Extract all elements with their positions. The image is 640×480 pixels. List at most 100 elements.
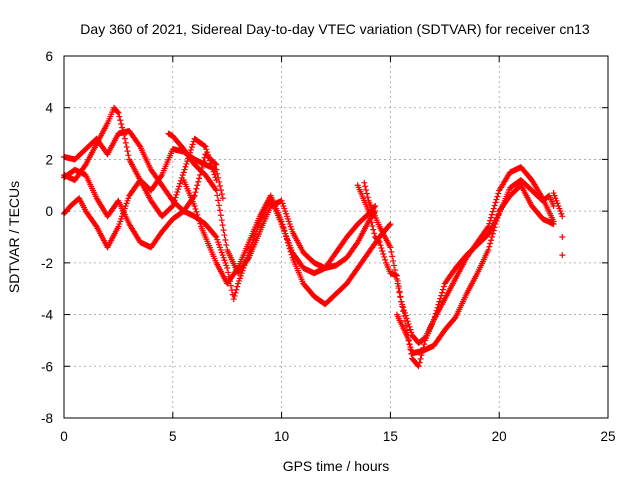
data-point — [179, 172, 186, 179]
data-point — [220, 227, 227, 234]
data-point — [192, 205, 199, 212]
data-point — [402, 312, 409, 319]
data-point — [180, 169, 187, 176]
data-point — [195, 214, 202, 221]
data-point — [233, 286, 240, 293]
x-tick-label: 15 — [383, 429, 398, 444]
data-point — [363, 186, 370, 193]
data-point — [172, 194, 179, 201]
data-point — [124, 148, 131, 155]
data-point — [216, 202, 223, 209]
data-point — [400, 304, 407, 311]
data-point — [121, 135, 128, 142]
data-point — [115, 109, 122, 116]
data-point — [495, 190, 502, 197]
data-point — [191, 202, 198, 209]
data-point — [401, 307, 407, 314]
data-point — [168, 203, 175, 210]
y-tick-label: -2 — [41, 256, 53, 271]
data-point — [279, 221, 286, 228]
data-point — [193, 208, 200, 215]
data-point — [407, 344, 414, 351]
data-point — [181, 166, 188, 173]
data-point — [393, 276, 400, 283]
y-tick-label: 0 — [45, 204, 53, 219]
data-point — [495, 211, 502, 218]
data-point — [169, 202, 176, 209]
data-point — [281, 227, 288, 234]
data-point — [196, 217, 203, 224]
data-point — [371, 230, 378, 237]
data-point — [361, 179, 368, 186]
plot-frame — [63, 55, 609, 419]
data-point — [221, 232, 228, 239]
axis-ticks: 0 5 10 15 20 25 -8 -6 -4 -2 0 2 4 6 — [41, 49, 616, 444]
data-point — [182, 163, 189, 170]
data-point — [488, 234, 495, 240]
data-point — [550, 221, 557, 228]
data-point — [487, 217, 494, 224]
data-point — [408, 329, 415, 336]
data-point — [367, 215, 374, 222]
x-tick-label: 0 — [60, 429, 68, 444]
data-point — [403, 315, 410, 322]
data-point — [284, 239, 291, 246]
data-point — [81, 162, 88, 169]
data-point — [136, 142, 143, 149]
x-axis-label: GPS time / hours — [283, 458, 390, 474]
data-point — [404, 318, 411, 325]
data-point — [387, 221, 394, 228]
data-point — [381, 253, 388, 260]
data-point — [389, 253, 396, 260]
data-point — [173, 191, 180, 198]
data-point — [490, 227, 497, 234]
data-point — [494, 214, 501, 221]
y-tick-label: 2 — [45, 152, 53, 167]
data-point — [118, 120, 125, 127]
data-point — [388, 248, 395, 255]
data-point — [225, 269, 232, 276]
data-point — [194, 182, 201, 189]
data-point — [215, 197, 222, 204]
data-point — [488, 214, 495, 221]
data-point — [234, 283, 241, 290]
data-point — [386, 222, 393, 229]
data-point — [405, 337, 412, 344]
data-point — [363, 190, 370, 197]
data-point — [217, 183, 224, 190]
y-tick-label: -4 — [41, 308, 53, 323]
data-point — [494, 193, 501, 200]
data-point — [394, 280, 401, 287]
data-point — [378, 245, 385, 252]
x-tick-label: 20 — [492, 429, 507, 444]
data-point — [416, 359, 423, 366]
y-tick-label: 4 — [45, 101, 53, 116]
data-point — [197, 220, 204, 227]
y-tick-label: -6 — [41, 359, 53, 374]
data-point — [486, 243, 493, 250]
data-point — [212, 232, 219, 239]
data-point — [205, 151, 212, 158]
data-point — [231, 292, 238, 299]
data-point — [362, 183, 369, 190]
data-point — [406, 323, 413, 330]
data-point — [224, 265, 231, 272]
data-point — [492, 221, 499, 228]
data-point — [285, 242, 292, 249]
data-point — [193, 185, 200, 192]
data-point — [245, 255, 252, 262]
data-point — [493, 217, 500, 224]
data-point — [396, 289, 403, 296]
data-point — [489, 208, 496, 215]
data-point — [392, 271, 399, 278]
data-point — [387, 244, 394, 251]
data-point — [171, 197, 178, 204]
data-point — [213, 187, 220, 194]
data-point — [492, 199, 499, 206]
data-point — [451, 315, 458, 322]
data-point — [377, 242, 384, 249]
data-point — [415, 363, 422, 370]
data-point — [559, 213, 566, 220]
data-point — [214, 170, 221, 177]
